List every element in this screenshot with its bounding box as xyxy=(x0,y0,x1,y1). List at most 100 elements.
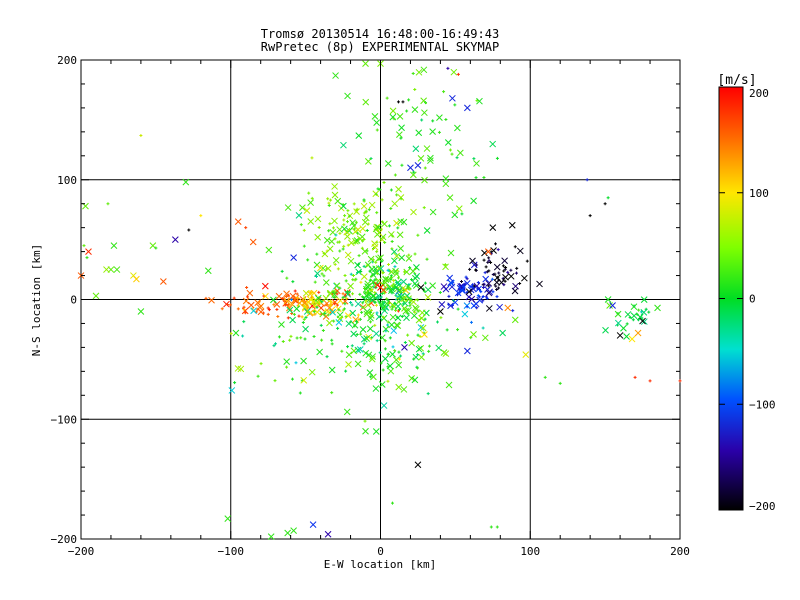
data-point xyxy=(408,339,416,347)
colorbar-tick-label: 200 xyxy=(749,87,769,100)
data-point xyxy=(356,313,360,317)
data-point xyxy=(336,326,340,330)
data-point xyxy=(326,245,334,253)
data-point xyxy=(487,256,491,260)
data-point xyxy=(342,244,346,248)
data-point xyxy=(446,274,454,282)
data-point xyxy=(604,296,612,303)
data-point xyxy=(354,319,358,323)
data-point xyxy=(678,379,682,383)
data-point xyxy=(408,304,412,308)
data-point xyxy=(464,347,471,355)
data-point xyxy=(344,369,348,373)
data-point xyxy=(388,321,396,329)
data-point xyxy=(204,296,208,300)
data-point xyxy=(381,220,388,228)
data-point xyxy=(603,202,607,206)
data-point xyxy=(352,202,356,206)
data-point xyxy=(382,180,386,184)
data-point xyxy=(285,276,289,280)
data-point xyxy=(499,329,507,337)
data-point xyxy=(409,299,413,303)
data-point xyxy=(331,217,338,225)
data-point xyxy=(639,317,646,325)
data-point xyxy=(82,244,86,248)
data-point xyxy=(512,282,519,290)
data-point xyxy=(636,313,644,321)
data-point xyxy=(414,461,422,469)
data-point xyxy=(420,66,428,74)
data-point xyxy=(628,335,636,343)
data-point xyxy=(226,303,230,307)
data-point xyxy=(245,295,249,299)
colorbar-tick-label: −100 xyxy=(749,398,776,411)
data-point xyxy=(370,373,377,381)
data-point xyxy=(375,272,379,276)
data-point xyxy=(628,315,632,319)
data-point xyxy=(396,113,404,120)
data-point xyxy=(403,268,411,276)
data-point xyxy=(415,68,423,76)
data-point xyxy=(521,274,528,282)
data-point xyxy=(300,357,307,365)
data-point xyxy=(416,366,420,370)
data-point xyxy=(285,304,293,312)
data-point xyxy=(208,296,215,304)
data-point xyxy=(314,270,321,277)
data-point xyxy=(442,285,450,293)
data-point xyxy=(485,270,489,274)
data-point xyxy=(290,527,297,534)
data-point xyxy=(391,284,395,288)
data-point xyxy=(332,295,336,299)
data-point xyxy=(289,334,293,338)
data-point xyxy=(362,214,370,222)
data-point xyxy=(448,148,452,152)
data-point xyxy=(394,314,402,322)
data-point xyxy=(377,254,384,262)
data-point xyxy=(394,303,402,310)
data-point xyxy=(409,267,417,275)
data-point xyxy=(362,427,369,435)
data-point xyxy=(333,282,341,290)
data-point xyxy=(262,292,269,300)
data-point xyxy=(299,223,303,227)
data-point xyxy=(299,204,306,211)
data-point xyxy=(623,333,630,340)
data-point xyxy=(362,198,366,202)
data-point xyxy=(303,207,311,215)
data-point xyxy=(396,286,403,294)
colorbar-ticks: 200 100 0 −100 −200 xyxy=(718,86,776,513)
data-point xyxy=(266,312,270,316)
data-point xyxy=(485,296,489,300)
data-point xyxy=(362,342,366,346)
data-point xyxy=(359,332,363,336)
data-point xyxy=(341,225,348,233)
data-point xyxy=(408,266,412,270)
y-tick-label: 100 xyxy=(57,174,77,187)
data-point xyxy=(427,344,431,348)
data-point xyxy=(290,377,294,381)
data-point xyxy=(330,391,334,395)
data-point xyxy=(375,224,382,231)
data-point xyxy=(412,357,416,361)
data-point xyxy=(413,272,421,280)
data-point xyxy=(489,224,497,232)
data-point xyxy=(396,226,400,230)
data-point xyxy=(354,346,362,354)
data-point xyxy=(403,340,407,344)
data-point xyxy=(345,361,352,368)
data-point xyxy=(220,307,224,311)
data-point xyxy=(331,298,339,306)
data-point xyxy=(391,345,395,349)
data-point xyxy=(85,256,89,260)
data-point xyxy=(244,226,248,230)
data-point xyxy=(449,94,456,102)
data-point xyxy=(525,259,529,263)
data-point xyxy=(300,315,304,319)
data-point xyxy=(388,336,392,340)
data-point xyxy=(312,335,316,339)
data-point xyxy=(275,307,279,311)
data-point xyxy=(295,296,299,300)
x-tick-label: 100 xyxy=(520,545,540,558)
data-point xyxy=(468,267,472,271)
